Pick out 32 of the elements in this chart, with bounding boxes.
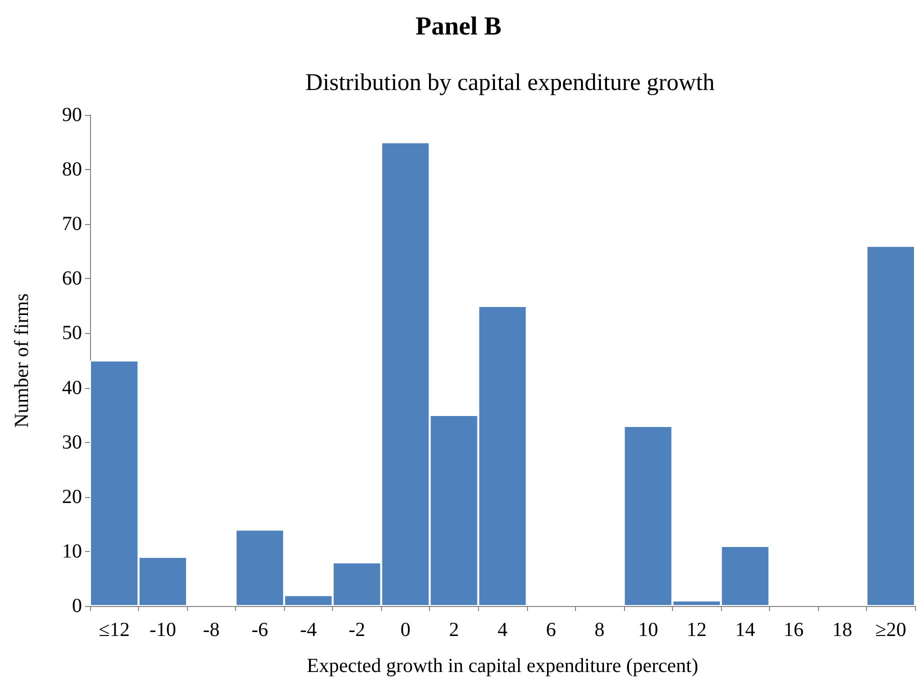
chart-title: Panel B [416, 12, 502, 40]
x-tick-label: 10 [638, 619, 658, 641]
x-tick-label: 18 [832, 619, 852, 641]
chart-subtitle: Distribution by capital expenditure growth [305, 70, 715, 96]
x-tick-label: ≤12 [98, 619, 130, 641]
y-axis-title: Number of firms [11, 293, 33, 428]
y-tick-label: 70 [62, 213, 82, 236]
x-tick-label: 16 [784, 619, 804, 641]
x-axis-title: Expected growth in capital expenditure (percent) [306, 655, 698, 677]
x-tick-label: -2 [348, 619, 366, 641]
y-tick-label: 90 [62, 104, 82, 126]
y-tick-label: 0 [72, 595, 82, 617]
x-tick-label: 6 [546, 619, 556, 641]
x-tick-label: 0 [400, 619, 410, 641]
x-tick-label: 2 [448, 619, 459, 641]
x-tick-label: 4 [498, 619, 508, 641]
x-tick-label: -10 [149, 619, 176, 641]
y-tick-label: 10 [62, 540, 82, 562]
y-tick-label: 30 [62, 431, 82, 454]
x-tick-label: -8 [202, 619, 220, 641]
y-tick-label: 20 [62, 486, 82, 508]
x-tick-label: ≥20 [875, 619, 906, 641]
y-tick-label: 50 [62, 322, 82, 344]
x-tick-label: -6 [252, 619, 268, 641]
x-tick-label: 8 [594, 619, 605, 641]
x-tick-label: -4 [300, 619, 317, 641]
y-tick-label: 60 [62, 268, 82, 290]
x-tick-label: 12 [686, 619, 707, 641]
bar [866, 246, 915, 606]
x-tick-label: 14 [735, 619, 756, 641]
y-tick-label: 40 [62, 376, 82, 399]
y-tick-label: 80 [62, 158, 82, 181]
